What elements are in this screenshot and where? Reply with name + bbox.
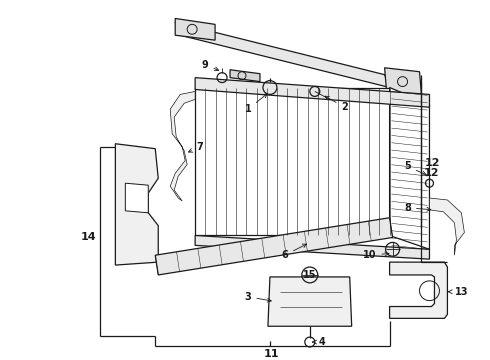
Text: 15: 15 xyxy=(303,270,317,280)
Polygon shape xyxy=(268,277,352,326)
Text: 4: 4 xyxy=(313,337,325,347)
Polygon shape xyxy=(125,183,148,213)
Text: 10: 10 xyxy=(363,250,389,260)
Text: 11: 11 xyxy=(264,349,280,359)
Text: 8: 8 xyxy=(404,203,431,213)
Text: 3: 3 xyxy=(245,292,271,302)
Text: 6: 6 xyxy=(282,244,307,260)
Text: 9: 9 xyxy=(202,60,219,71)
Polygon shape xyxy=(170,91,195,201)
Text: 1: 1 xyxy=(245,94,267,114)
Text: 13: 13 xyxy=(448,287,468,297)
Polygon shape xyxy=(385,68,421,94)
Text: 2: 2 xyxy=(325,96,348,112)
Text: 12: 12 xyxy=(425,158,440,168)
Polygon shape xyxy=(195,87,390,235)
Polygon shape xyxy=(115,144,158,265)
Polygon shape xyxy=(155,218,392,275)
Polygon shape xyxy=(195,235,429,259)
Text: 12: 12 xyxy=(424,168,439,178)
Polygon shape xyxy=(230,70,260,82)
Polygon shape xyxy=(175,22,390,87)
Text: 14: 14 xyxy=(81,233,96,243)
Polygon shape xyxy=(175,18,215,40)
Polygon shape xyxy=(429,198,465,255)
Text: 5: 5 xyxy=(404,161,426,175)
Polygon shape xyxy=(390,262,447,318)
Polygon shape xyxy=(195,78,429,107)
Polygon shape xyxy=(390,87,429,249)
Text: 7: 7 xyxy=(189,142,203,152)
